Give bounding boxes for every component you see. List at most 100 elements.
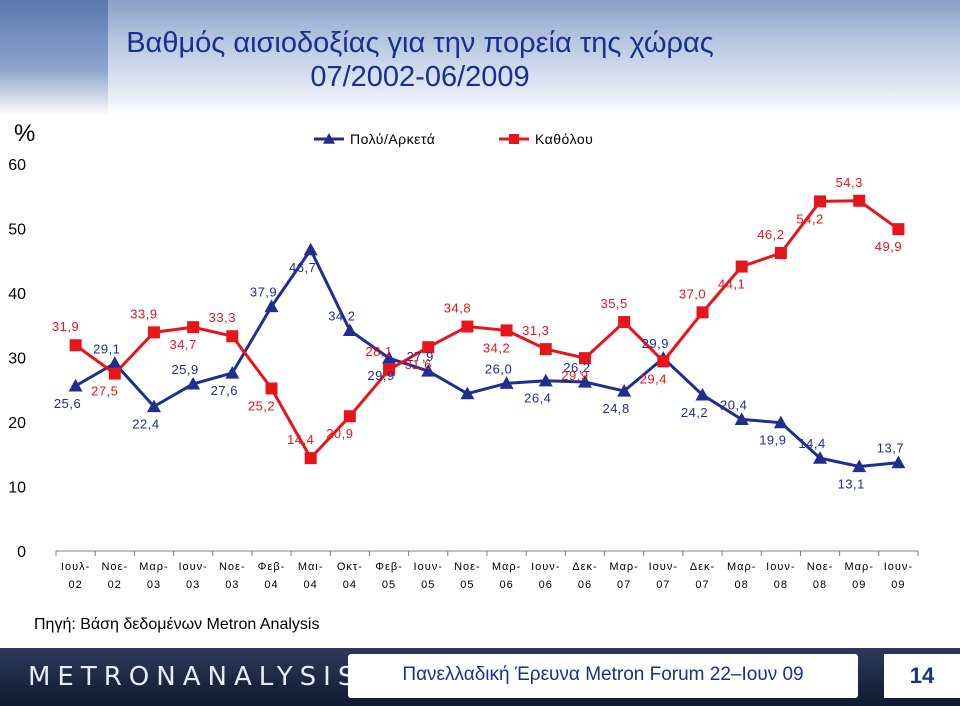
series-1-marker <box>695 387 710 401</box>
series-1-data-label: 37,9 <box>250 285 277 300</box>
x-tick-label-year: 05 <box>460 579 474 591</box>
series-2-marker <box>69 339 82 352</box>
series-1-marker <box>421 364 436 377</box>
footer-bar: METRONANALYSIS Πανελλαδική Έρευνα Metron… <box>0 648 960 706</box>
header-accent-bar <box>0 0 108 116</box>
series-line-1 <box>74 246 899 469</box>
x-tick-label-year: 03 <box>147 579 161 591</box>
footer-caption: Πανελλαδική Έρευνα Metron Forum 22–Ιουν … <box>402 664 804 685</box>
x-tick-label-year: 02 <box>108 579 122 591</box>
series-1-marker <box>342 323 357 337</box>
series-2-data-label: 54,3 <box>836 175 863 190</box>
series-2-data-label: 29,9 <box>561 368 588 383</box>
series-1-marker <box>891 455 906 469</box>
x-tick-label-month: Δεκ- <box>690 561 715 573</box>
page-number: 14 <box>884 654 960 698</box>
chart-title: Βαθμός αισιοδοξίας για την πορεία της χώ… <box>110 26 730 94</box>
series-2-data-label: 33,9 <box>130 306 157 321</box>
x-tick-label-year: 06 <box>499 579 513 591</box>
series-2-marker <box>226 330 239 343</box>
x-tick-label-year: 03 <box>225 579 239 591</box>
x-tick-label-year: 07 <box>695 579 709 591</box>
series-2-marker <box>814 195 827 208</box>
legend-label: Καθόλου <box>535 131 593 147</box>
series-1-marker <box>852 459 867 473</box>
y-tick-label: 50 <box>8 222 26 239</box>
y-tick-label: 40 <box>8 286 26 303</box>
series-2-data-label: 37,0 <box>679 286 706 301</box>
series-2-data-label: 34,8 <box>444 301 471 316</box>
series-2-data-label: 31,9 <box>52 319 79 334</box>
series-2-marker <box>578 352 591 365</box>
x-tick-label-month: Μαρ- <box>139 561 168 573</box>
x-tick-label-year: 09 <box>891 579 905 591</box>
series-1-marker <box>264 299 279 313</box>
x-tick-label-month: Φεβ- <box>258 561 286 573</box>
x-tick-label-year: 08 <box>813 579 827 591</box>
series-2-data-label: 20,9 <box>326 426 353 441</box>
y-tick-label: 0 <box>17 544 26 561</box>
series-2-marker <box>343 410 356 423</box>
x-tick-label-month: Μαι- <box>298 561 324 573</box>
series-2-data-label: 28,1 <box>365 344 392 359</box>
series-1-data-label: 26,2 <box>563 360 590 375</box>
y-tick-label: 30 <box>8 351 26 368</box>
chart-axes: 0 10 20 30 40 50 60% Ιουλ- 02 Νοε- 02 Μαρ- 03 Ιουν- 03… <box>8 120 919 591</box>
x-tick-label-year: 05 <box>421 579 435 591</box>
x-tick-label-year: 07 <box>617 579 631 591</box>
series-1-data-label: 29,9 <box>642 336 669 351</box>
legend-label: Πολύ/Αρκετά <box>350 131 435 147</box>
series-1-data-label: 14,4 <box>798 436 825 451</box>
x-tick-label-month: Νοε- <box>454 561 481 573</box>
x-tick-label-month: Οκτ- <box>337 561 363 573</box>
series-2-marker <box>657 355 670 368</box>
series-1-data-label: 24,2 <box>681 405 708 420</box>
series-2-marker <box>147 326 160 339</box>
source-note: Πηγή: Βάση δεδομένων Metron Analysis <box>34 616 320 633</box>
x-tick-label-year: 05 <box>382 579 396 591</box>
series-2-marker <box>383 363 396 376</box>
x-tick-label-month: Δεκ- <box>572 561 597 573</box>
series-markers <box>68 194 906 473</box>
point-labels: 25,6 29,1 22,4 25,9 27,6 37,9 46,7 34,2 29,9 27,9… <box>52 175 904 492</box>
chart-title-line-2: 07/2002-06/2009 <box>310 61 530 93</box>
x-tick-label-month: Ιουν- <box>766 561 795 573</box>
x-tick-label-year: 04 <box>343 579 357 591</box>
series-lines <box>74 199 900 469</box>
series-1-data-label: 25,6 <box>54 396 81 411</box>
series-2-marker <box>892 223 905 236</box>
legend-square-marker <box>509 134 519 144</box>
series-1-marker <box>303 242 318 256</box>
x-tick-label-month: Νοε- <box>807 561 834 573</box>
series-1-marker <box>577 375 592 388</box>
series-2-data-label: 31,6 <box>405 357 432 372</box>
series-1-marker <box>107 356 122 369</box>
series-1-marker <box>225 365 240 379</box>
x-tick-label-year: 02 <box>68 579 82 591</box>
series-1-data-label: 29,9 <box>367 368 394 383</box>
x-tick-label-year: 07 <box>656 579 670 591</box>
x-tick-label-year: 06 <box>578 579 592 591</box>
x-tick-label-month: Ιουλ- <box>61 561 90 573</box>
series-1-marker <box>773 415 788 429</box>
x-tick-label-month: Ιουν- <box>178 561 207 573</box>
series-1-marker <box>146 399 161 413</box>
series-2-data-label: 46,2 <box>757 227 784 242</box>
x-tick-label-year: 09 <box>852 579 866 591</box>
series-2-data-label: 33,3 <box>209 310 236 325</box>
series-2-data-label: 29,4 <box>640 371 667 386</box>
series-2-data-label: 34,7 <box>169 337 196 352</box>
series-2-marker <box>696 306 709 319</box>
series-2-marker <box>187 321 200 334</box>
x-tick-label-month: Ιουν- <box>649 561 678 573</box>
series-2-data-label: 27,5 <box>91 384 118 399</box>
series-1-data-label: 34,2 <box>328 308 355 323</box>
legend-entry-1: Πολύ/Αρκετά <box>314 131 435 147</box>
x-tick-label-month: Ιουν- <box>414 561 443 573</box>
series-2-marker <box>500 324 513 337</box>
series-1-data-label: 13,1 <box>838 477 865 492</box>
series-1-data-label: 13,7 <box>877 441 904 456</box>
series-1-marker <box>68 378 83 392</box>
series-1-marker <box>617 384 632 397</box>
series-2-data-label: 14,4 <box>287 432 314 447</box>
